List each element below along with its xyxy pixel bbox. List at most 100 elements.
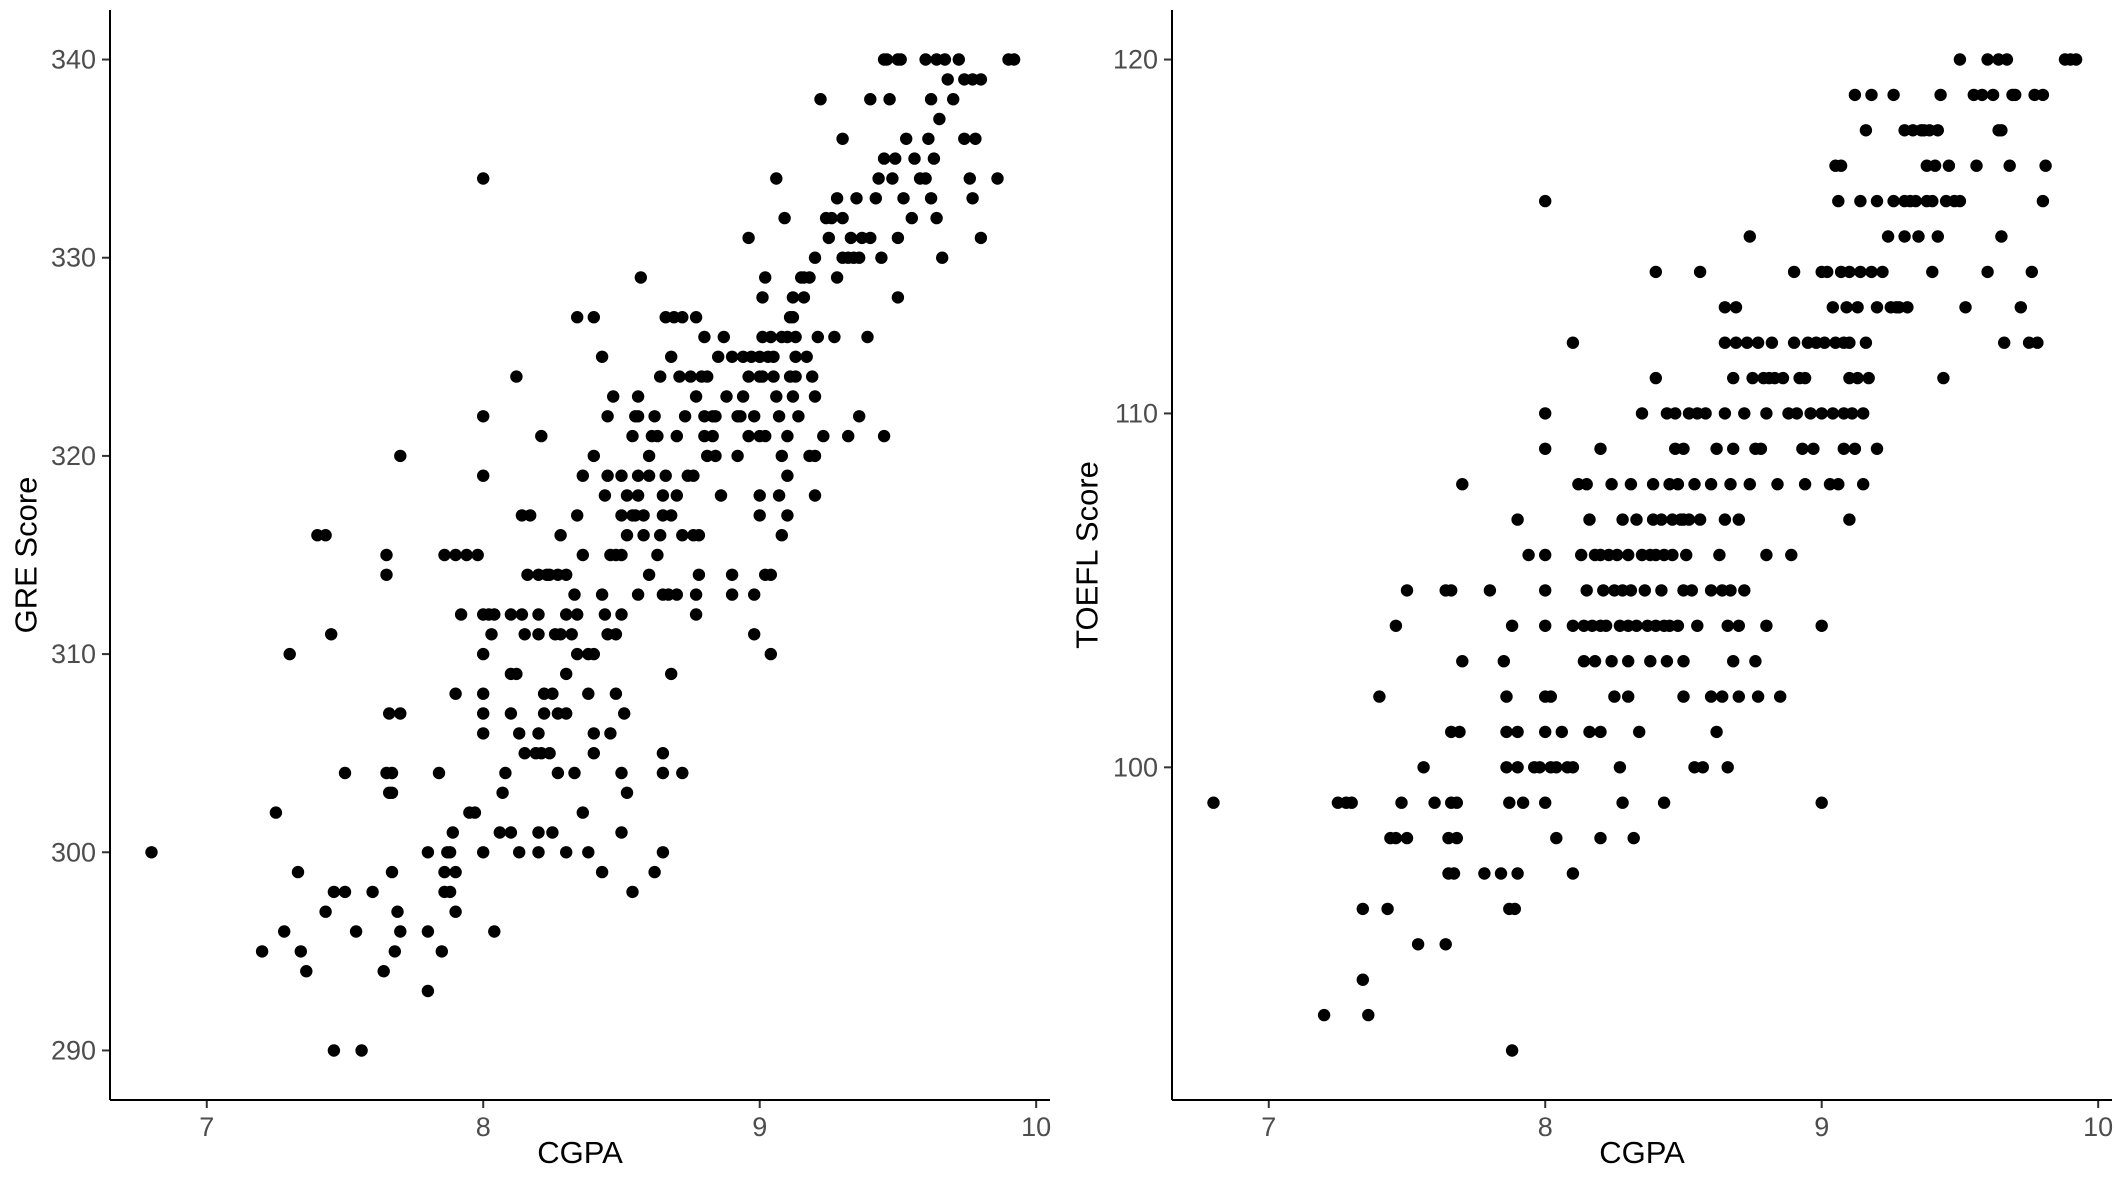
- toefl-data-point: [1942, 159, 1956, 172]
- gre-data-point: [283, 647, 296, 661]
- gre-data-point: [933, 112, 946, 126]
- gre-data-point: [864, 231, 877, 245]
- toefl-data-point: [1870, 194, 1884, 208]
- toefl-data-point: [1680, 548, 1693, 562]
- toefl-data-point: [1798, 371, 1812, 385]
- gre-data-point: [767, 370, 780, 383]
- gre-data-point: [656, 747, 670, 760]
- gre-data-points: [145, 53, 1021, 1057]
- toefl-data-point: [1710, 442, 1723, 455]
- toefl-data-point: [1550, 761, 1563, 774]
- toefl-data-point: [1928, 159, 1942, 172]
- toefl-data-point: [1539, 407, 1552, 420]
- gre-data-point: [689, 390, 703, 403]
- gre-data-point: [518, 747, 531, 760]
- toefl-data-point: [1500, 690, 1513, 703]
- toefl-data-point: [1931, 124, 1945, 137]
- gre-data-point: [637, 529, 650, 542]
- toefl-data-point: [1505, 619, 1519, 632]
- gre-data-point: [670, 429, 683, 443]
- toefl-data-point: [1633, 725, 1646, 739]
- gre-data-point: [587, 311, 600, 324]
- gre-data-point: [844, 231, 858, 245]
- toefl-data-point: [1696, 761, 1710, 774]
- toefl-data-point: [1605, 478, 1618, 491]
- gre-data-point: [587, 449, 600, 463]
- gre-data-point: [642, 469, 656, 482]
- gre-data-point: [604, 727, 617, 740]
- gre-data-point: [532, 846, 545, 859]
- gre-y-tick-label: 290: [51, 1035, 96, 1065]
- gre-data-point: [670, 588, 683, 601]
- gre-data-point: [571, 647, 584, 661]
- toefl-data-point: [1845, 407, 1859, 420]
- toefl-data-point: [1588, 655, 1602, 668]
- gre-data-point: [748, 628, 761, 641]
- gre-data-point: [756, 370, 769, 383]
- gre-data-point: [513, 727, 526, 740]
- gre-data-point: [532, 826, 545, 839]
- toefl-data-point: [1981, 53, 1994, 66]
- toefl-data-point: [1594, 442, 1607, 455]
- gre-data-point: [615, 509, 628, 522]
- gre-data-point: [477, 410, 490, 423]
- gre-data-point: [764, 647, 777, 661]
- toefl-data-point: [1505, 1044, 1519, 1057]
- gre-data-point: [366, 885, 379, 899]
- gre-data-point: [742, 429, 755, 443]
- gre-data-point: [836, 132, 849, 145]
- toefl-data-point: [2003, 159, 2016, 172]
- gre-data-point: [772, 489, 786, 502]
- toefl-data-point: [1677, 690, 1690, 703]
- gre-data-point: [698, 330, 711, 344]
- gre-data-point: [546, 826, 559, 839]
- gre-data-point: [438, 548, 451, 562]
- toefl-data-point: [1724, 478, 1737, 491]
- gre-data-point: [421, 846, 435, 859]
- gre-data-point: [355, 1044, 368, 1057]
- toefl-data-point: [1450, 796, 1464, 809]
- toefl-data-point: [1859, 124, 1873, 137]
- gre-data-point: [551, 766, 565, 780]
- gre-data-point: [753, 489, 766, 502]
- gre-data-point: [560, 667, 573, 681]
- gre-data-point: [756, 291, 769, 304]
- gre-data-point: [689, 588, 703, 601]
- gre-data-point: [808, 449, 822, 463]
- toefl-data-point: [1395, 796, 1408, 809]
- gre-data-point: [789, 350, 802, 363]
- toefl-data-point: [1760, 619, 1773, 632]
- gre-data-point: [615, 608, 628, 621]
- gre-data-point: [842, 429, 855, 443]
- gre-data-point: [808, 489, 822, 502]
- toefl-data-point: [1843, 265, 1856, 279]
- toefl-data-point: [1934, 88, 1947, 102]
- gre-data-point: [576, 469, 589, 482]
- toefl-data-point: [2036, 194, 2050, 208]
- toefl-data-point: [1539, 619, 1552, 632]
- toefl-data-point: [1995, 230, 2008, 243]
- gre-x-ticks: 7 8 9 10: [199, 1100, 1051, 1142]
- gre-y-tick-label: 300: [51, 837, 96, 867]
- toefl-data-point: [1677, 442, 1690, 455]
- toefl-data-point: [1818, 336, 1831, 349]
- toefl-data-point: [1970, 159, 1983, 172]
- toefl-data-point: [1937, 371, 1950, 385]
- gre-data-point: [759, 429, 772, 443]
- gre-data-point: [665, 667, 678, 681]
- gre-data-point: [869, 192, 882, 205]
- gre-data-point: [394, 707, 407, 720]
- gre-data-point: [642, 449, 656, 463]
- gre-data-point: [449, 687, 462, 700]
- toefl-data-point: [1539, 796, 1552, 809]
- gre-data-point: [543, 747, 556, 760]
- gre-data-point: [786, 311, 800, 324]
- gre-data-point: [684, 370, 697, 383]
- gre-data-point: [565, 628, 578, 641]
- toefl-data-point: [1732, 690, 1746, 703]
- gre-x-tick-label: 7: [199, 1112, 214, 1142]
- toefl-data-point: [1381, 902, 1394, 916]
- gre-data-point: [864, 93, 877, 106]
- toefl-data-point: [2069, 53, 2083, 66]
- toefl-data-point: [1638, 584, 1652, 597]
